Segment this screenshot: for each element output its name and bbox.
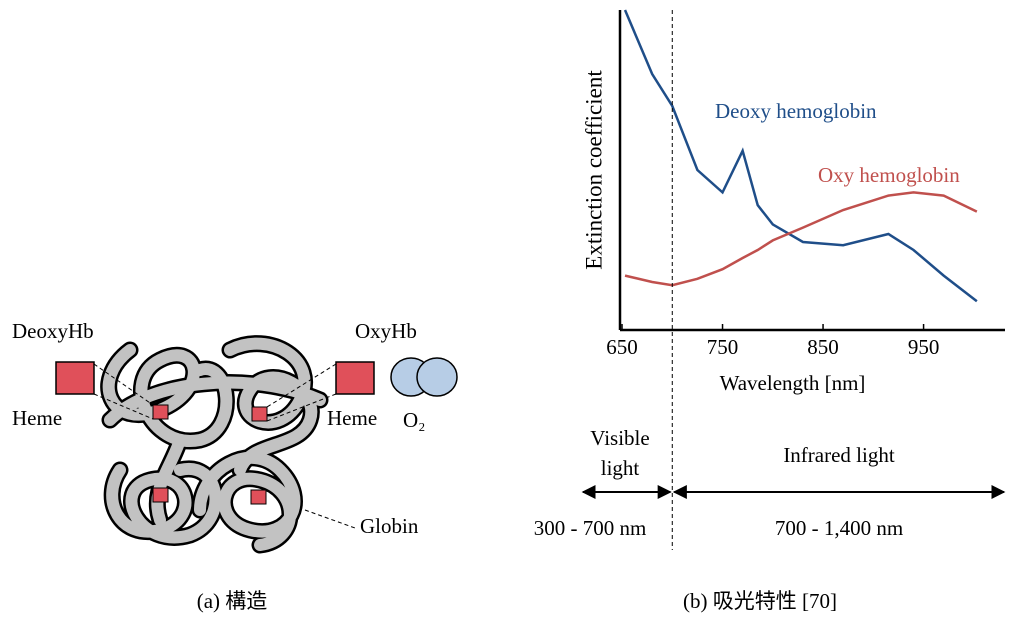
region-label: Visible light bbox=[590, 426, 649, 480]
caption: (a) 構造 bbox=[197, 589, 268, 613]
series-label: Deoxy hemoglobin bbox=[715, 99, 877, 123]
label: Heme bbox=[12, 406, 62, 430]
line-series bbox=[625, 10, 977, 301]
label: O₂ bbox=[403, 408, 426, 432]
x-tick-label: 650 bbox=[606, 335, 638, 359]
region-label: Infrared light bbox=[783, 443, 895, 467]
y-axis-label: Extinction coefficient bbox=[581, 70, 606, 270]
line-series bbox=[625, 192, 977, 285]
label: Globin bbox=[360, 514, 419, 538]
x-tick-label: 850 bbox=[807, 335, 839, 359]
region-label-line: Visible bbox=[590, 426, 649, 450]
chart: 650 750 850 950 Wavelength [nm] Extinction co… bbox=[534, 10, 1005, 613]
label: OxyHb bbox=[355, 319, 417, 343]
region-label-line: light bbox=[601, 456, 640, 480]
o2-icon bbox=[417, 358, 457, 396]
globin-structure bbox=[109, 344, 320, 545]
label: Heme bbox=[327, 406, 377, 430]
x-axis-label: Wavelength [nm] bbox=[720, 371, 866, 395]
x-tick-label: 950 bbox=[908, 335, 940, 359]
x-tick-label: 750 bbox=[707, 335, 739, 359]
label: DeoxyHb bbox=[12, 319, 94, 343]
series-label: Oxy hemoglobin bbox=[818, 163, 960, 187]
figure: DeoxyHb Heme OxyHb Heme O₂ Globin (a) 構造… bbox=[0, 0, 1013, 620]
region-range: 700 - 1,400 nm bbox=[775, 516, 903, 540]
caption: (b) 吸光特性 [70] bbox=[683, 589, 837, 613]
region-range: 300 - 700 nm bbox=[534, 516, 647, 540]
